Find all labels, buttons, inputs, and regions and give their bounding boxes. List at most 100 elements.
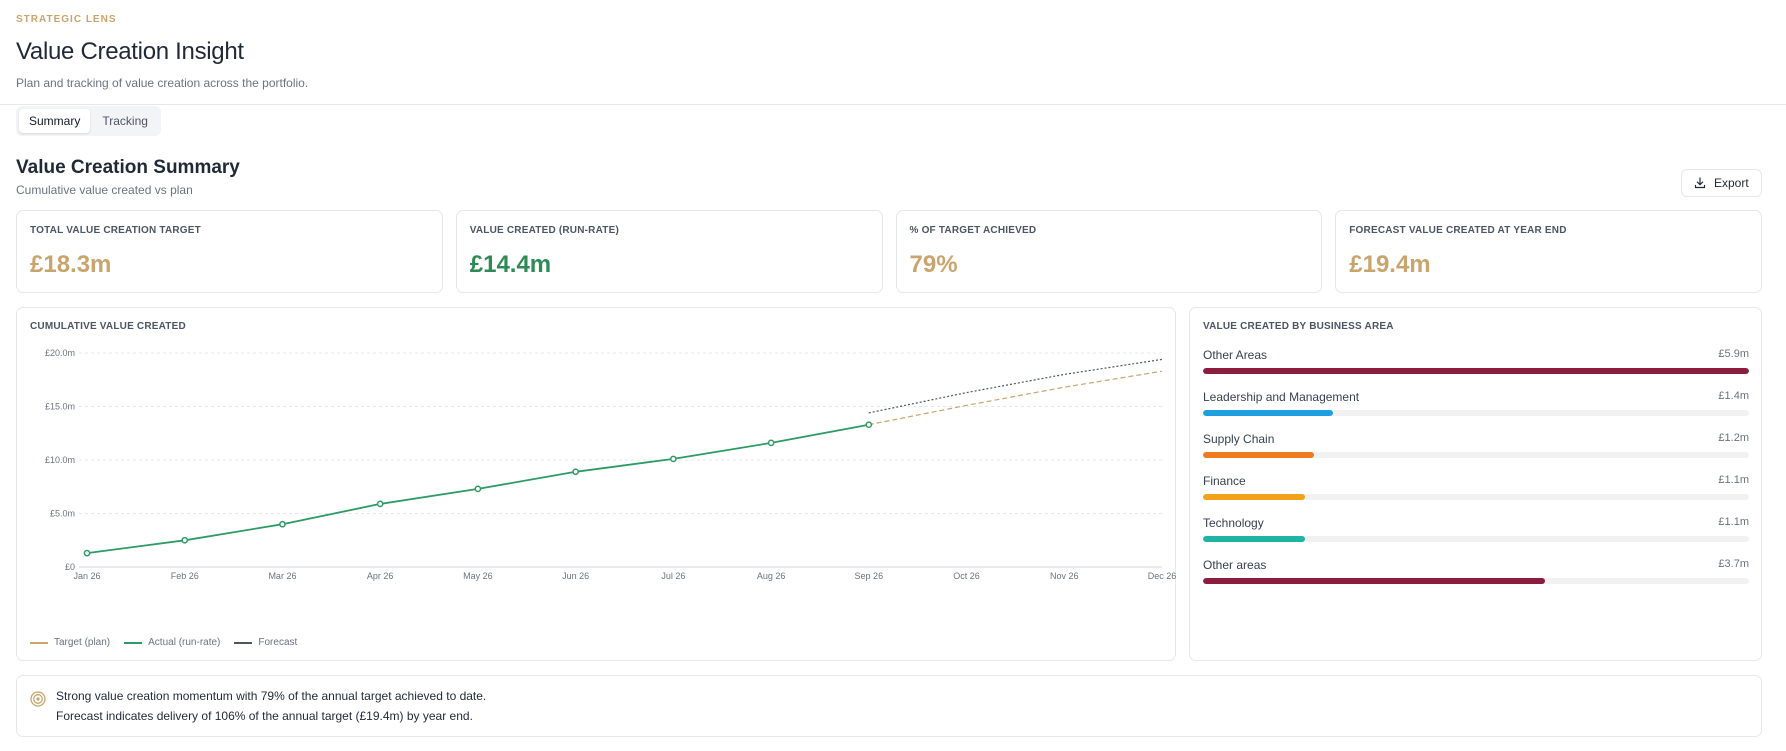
bar-fill: [1203, 410, 1333, 416]
section-title: Value Creation Summary: [16, 157, 240, 178]
bar-item-finance: Finance £1.1m: [1203, 474, 1749, 500]
bar-fill: [1203, 578, 1546, 584]
header-divider: [0, 104, 1786, 105]
insight-line-1: Strong value creation momentum with 79% …: [56, 689, 487, 703]
data-point: [474, 485, 482, 493]
series-line-forecast: [868, 358, 1163, 414]
legend-swatch: [30, 641, 48, 644]
y-tick-label: £15.0m: [45, 402, 75, 412]
chart-title: CUMULATIVE VALUE CREATED: [30, 321, 186, 332]
bar-track: [1203, 368, 1749, 374]
legend-item-target: Target (plan): [30, 637, 110, 648]
y-tick-label: £5.0m: [50, 509, 75, 519]
bar-track: [1203, 536, 1749, 542]
kpi-card-run-rate: VALUE CREATED (RUN-RATE) £14.4m: [455, 210, 883, 293]
kpi-card-target: TOTAL VALUE CREATION TARGET £18.3m: [16, 210, 443, 293]
bar-item-supply-chain: Supply Chain £1.2m: [1203, 432, 1749, 458]
x-tick-label: May 26: [463, 571, 493, 581]
bar-fill: [1203, 368, 1749, 374]
legend-swatch: [234, 641, 253, 644]
data-point: [767, 439, 775, 447]
business-area-title: VALUE CREATED BY BUSINESS AREA: [1203, 321, 1394, 332]
bar-label: Other Areas: [1203, 348, 1268, 362]
kpi-label: TOTAL VALUE CREATION TARGET: [30, 225, 201, 236]
page-subtitle: Plan and tracking of value creation acro…: [16, 76, 309, 90]
download-icon: [1694, 177, 1706, 189]
page-header: STRATEGIC LENS Value Creation Insight Pl…: [16, 14, 1770, 90]
bar-label: Finance: [1203, 474, 1246, 488]
kpi-label: FORECAST VALUE CREATED AT YEAR END: [1349, 225, 1567, 236]
data-point: [572, 468, 579, 476]
bar-label: Supply Chain: [1203, 432, 1275, 446]
x-tick-label: Aug 26: [757, 571, 786, 581]
x-tick-label: Feb 26: [171, 571, 199, 581]
data-point: [181, 536, 189, 544]
data-point: [376, 500, 384, 508]
x-tick-label: Jan 26: [73, 571, 100, 581]
bar-item-other-areas: Other Areas £5.9m: [1203, 348, 1749, 374]
legend-item-forecast: Forecast: [234, 637, 297, 648]
x-tick-label: Sep 26: [855, 571, 884, 581]
y-tick-label: £10.0m: [45, 455, 75, 465]
kpi-card-percent-achieved: % OF TARGET ACHIEVED 79%: [895, 210, 1323, 293]
bar-label: Leadership and Management: [1203, 390, 1360, 404]
bar-fill: [1203, 494, 1305, 500]
tab-summary[interactable]: Summary: [19, 109, 91, 133]
cumulative-line-chart: £0 £5.0m £10.0m £15.0m £20.0m Jan 26 Feb 26 Mar…: [45, 348, 1177, 581]
target-icon: [30, 691, 46, 712]
bar-value: £5.9m: [1718, 348, 1749, 360]
kpi-row: TOTAL VALUE CREATION TARGET £18.3m VALUE…: [16, 210, 1762, 293]
series-line-target-plan: [868, 370, 1163, 426]
bar-track: [1203, 578, 1749, 584]
y-tick-label: £20.0m: [45, 348, 75, 358]
legend-swatch: [124, 641, 143, 644]
x-tick-label: Apr 26: [367, 571, 394, 581]
tab-bar: Summary Tracking: [16, 106, 161, 136]
bar-value: £1.2m: [1718, 432, 1749, 444]
insight-line-2: Forecast indicates delivery of 106% of t…: [56, 709, 473, 723]
bar-label: Technology: [1203, 516, 1264, 530]
bar-value: £1.1m: [1718, 474, 1749, 486]
bar-value: £3.7m: [1718, 558, 1749, 570]
x-tick-label: Mar 26: [268, 571, 296, 581]
legend-item-actual: Actual (run-rate): [124, 637, 220, 648]
kpi-value: £14.4m: [469, 251, 552, 278]
legend-label: Forecast: [258, 637, 298, 648]
business-area-card: VALUE CREATED BY BUSINESS AREA Other Are…: [1189, 307, 1762, 661]
bar-item-other-areas-2: Other areas £3.7m: [1203, 558, 1749, 584]
eyebrow-label: STRATEGIC LENS: [16, 14, 117, 25]
page-title: Value Creation Insight: [16, 38, 244, 65]
bar-track: [1203, 494, 1749, 500]
x-tick-label: Dec 26: [1148, 571, 1177, 581]
data-point: [279, 520, 286, 528]
legend-label: Actual (run-rate): [148, 637, 221, 648]
cumulative-chart-card: CUMULATIVE VALUE CREATED £0 £5.0m £10.0m £1…: [16, 307, 1176, 661]
bar-value: £1.1m: [1718, 516, 1749, 528]
export-button[interactable]: Export: [1681, 169, 1762, 197]
bar-track: [1203, 452, 1749, 458]
data-point: [865, 421, 873, 429]
bar-label: Other areas: [1203, 558, 1267, 572]
bar-item-leadership: Leadership and Management £1.4m: [1203, 390, 1749, 416]
kpi-label: % OF TARGET ACHIEVED: [909, 225, 1037, 236]
section-subtitle: Cumulative value created vs plan: [16, 183, 193, 197]
x-tick-label: Jul 26: [661, 571, 685, 581]
x-tick-label: Oct 26: [953, 571, 980, 581]
x-tick-label: Jun 26: [562, 571, 589, 581]
insight-card: Strong value creation momentum with 79% …: [16, 675, 1762, 737]
export-label: Export: [1714, 176, 1749, 190]
bar-item-technology: Technology £1.1m: [1203, 516, 1749, 542]
chart-legend: Target (plan) Actual (run-rate) Forecast: [30, 637, 297, 648]
kpi-value: £19.4m: [1349, 251, 1431, 278]
kpi-label: VALUE CREATED (RUN-RATE): [469, 225, 619, 236]
kpi-value: £18.3m: [30, 251, 112, 278]
bar-fill: [1203, 452, 1315, 458]
y-tick-label: £0: [65, 562, 75, 572]
data-point: [670, 455, 677, 463]
bar-value: £1.4m: [1718, 390, 1749, 402]
data-point: [83, 549, 91, 557]
legend-label: Target (plan): [54, 637, 111, 648]
x-tick-label: Nov 26: [1050, 571, 1079, 581]
kpi-card-forecast: FORECAST VALUE CREATED AT YEAR END £19.4…: [1335, 210, 1762, 293]
tab-tracking[interactable]: Tracking: [102, 114, 148, 128]
